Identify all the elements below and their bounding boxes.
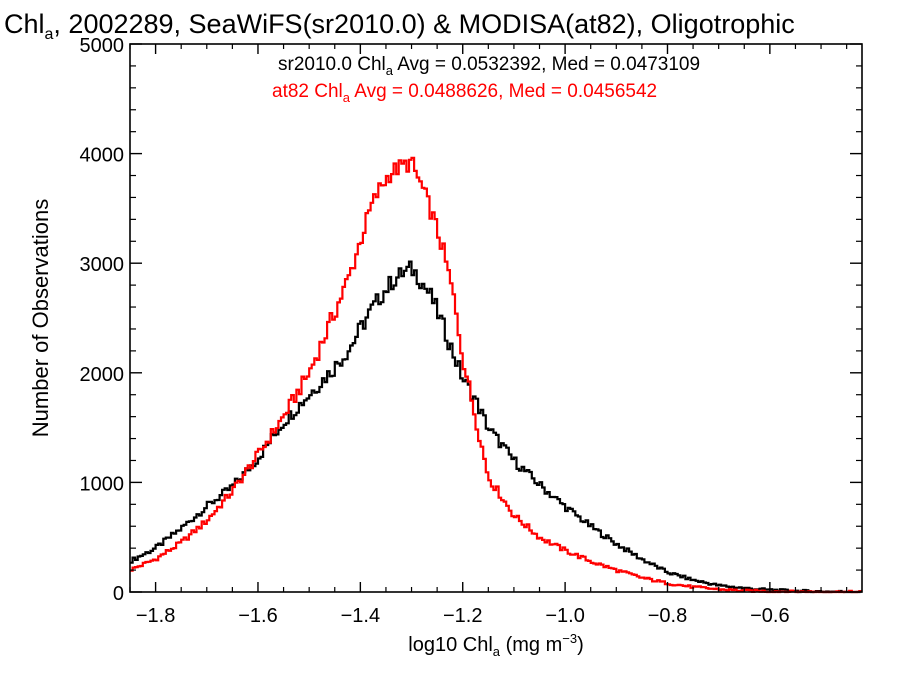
x-tick-label: −1.2	[443, 605, 482, 627]
legend-entry-sr2010-prefix: sr2010.0 Chl	[278, 54, 386, 75]
x-axis-label-superscript: −3	[562, 631, 577, 646]
x-axis-label-mid: (mg m	[500, 634, 562, 656]
y-tick-label: 3000	[80, 254, 125, 276]
x-tick-label: −1.4	[341, 605, 380, 627]
x-tick-label: −0.8	[648, 605, 687, 627]
y-axis-ticks: 0 1000 2000 3000 4000 5000	[80, 35, 862, 605]
legend-entry-at82: at82 Chla Avg = 0.0488626, Med = 0.04565…	[272, 81, 657, 105]
series-line-sr2010.0	[130, 260, 862, 594]
y-tick-label: 5000	[80, 35, 125, 57]
x-tick-label: −1.6	[238, 605, 277, 627]
chart-title-subscript: a	[45, 26, 54, 43]
y-tick-label: 2000	[80, 364, 125, 386]
x-tick-label: −0.6	[750, 605, 789, 627]
x-axis-label-subscript: a	[493, 644, 501, 659]
axes-frame	[129, 43, 863, 593]
chart-title-rest: , 2002289, SeaWiFS(sr2010.0) & MODISA(at…	[53, 9, 794, 39]
y-tick-label: 0	[113, 583, 124, 605]
x-tick-label: −1.0	[545, 605, 584, 627]
x-axis-label: log10 Chla (mg m−3)	[408, 631, 583, 659]
y-tick-label: 1000	[80, 473, 125, 495]
legend-entry-at82-subscript: a	[343, 90, 351, 105]
legend-entry-at82-prefix: at82 Chl	[272, 81, 343, 102]
chart-title: Chla, 2002289, SeaWiFS(sr2010.0) & MODIS…	[4, 9, 795, 43]
x-axis-ticks: −1.8 −1.6 −1.4 −1.2 −1.0 −0.8 −0.6	[129, 44, 848, 627]
series-layer	[130, 156, 862, 594]
legend-entry-sr2010-subscript: a	[386, 63, 394, 78]
legend-entry-at82-suffix: Avg = 0.0488626, Med = 0.0456542	[350, 81, 657, 102]
x-tick-label: −1.8	[136, 605, 175, 627]
x-axis-label-suffix: )	[577, 634, 584, 656]
y-tick-label: 4000	[80, 145, 125, 167]
y-axis-label: Number of Observations	[28, 199, 53, 437]
legend-entry-sr2010-suffix: Avg = 0.0532392, Med = 0.0473109	[393, 54, 700, 75]
x-axis-label-prefix: log10 Chl	[408, 634, 493, 656]
series-line-at82	[130, 156, 862, 594]
chart-title-prefix: Chl	[4, 9, 45, 39]
legend-entry-sr2010: sr2010.0 Chla Avg = 0.0532392, Med = 0.0…	[278, 54, 700, 78]
axes	[129, 43, 863, 593]
